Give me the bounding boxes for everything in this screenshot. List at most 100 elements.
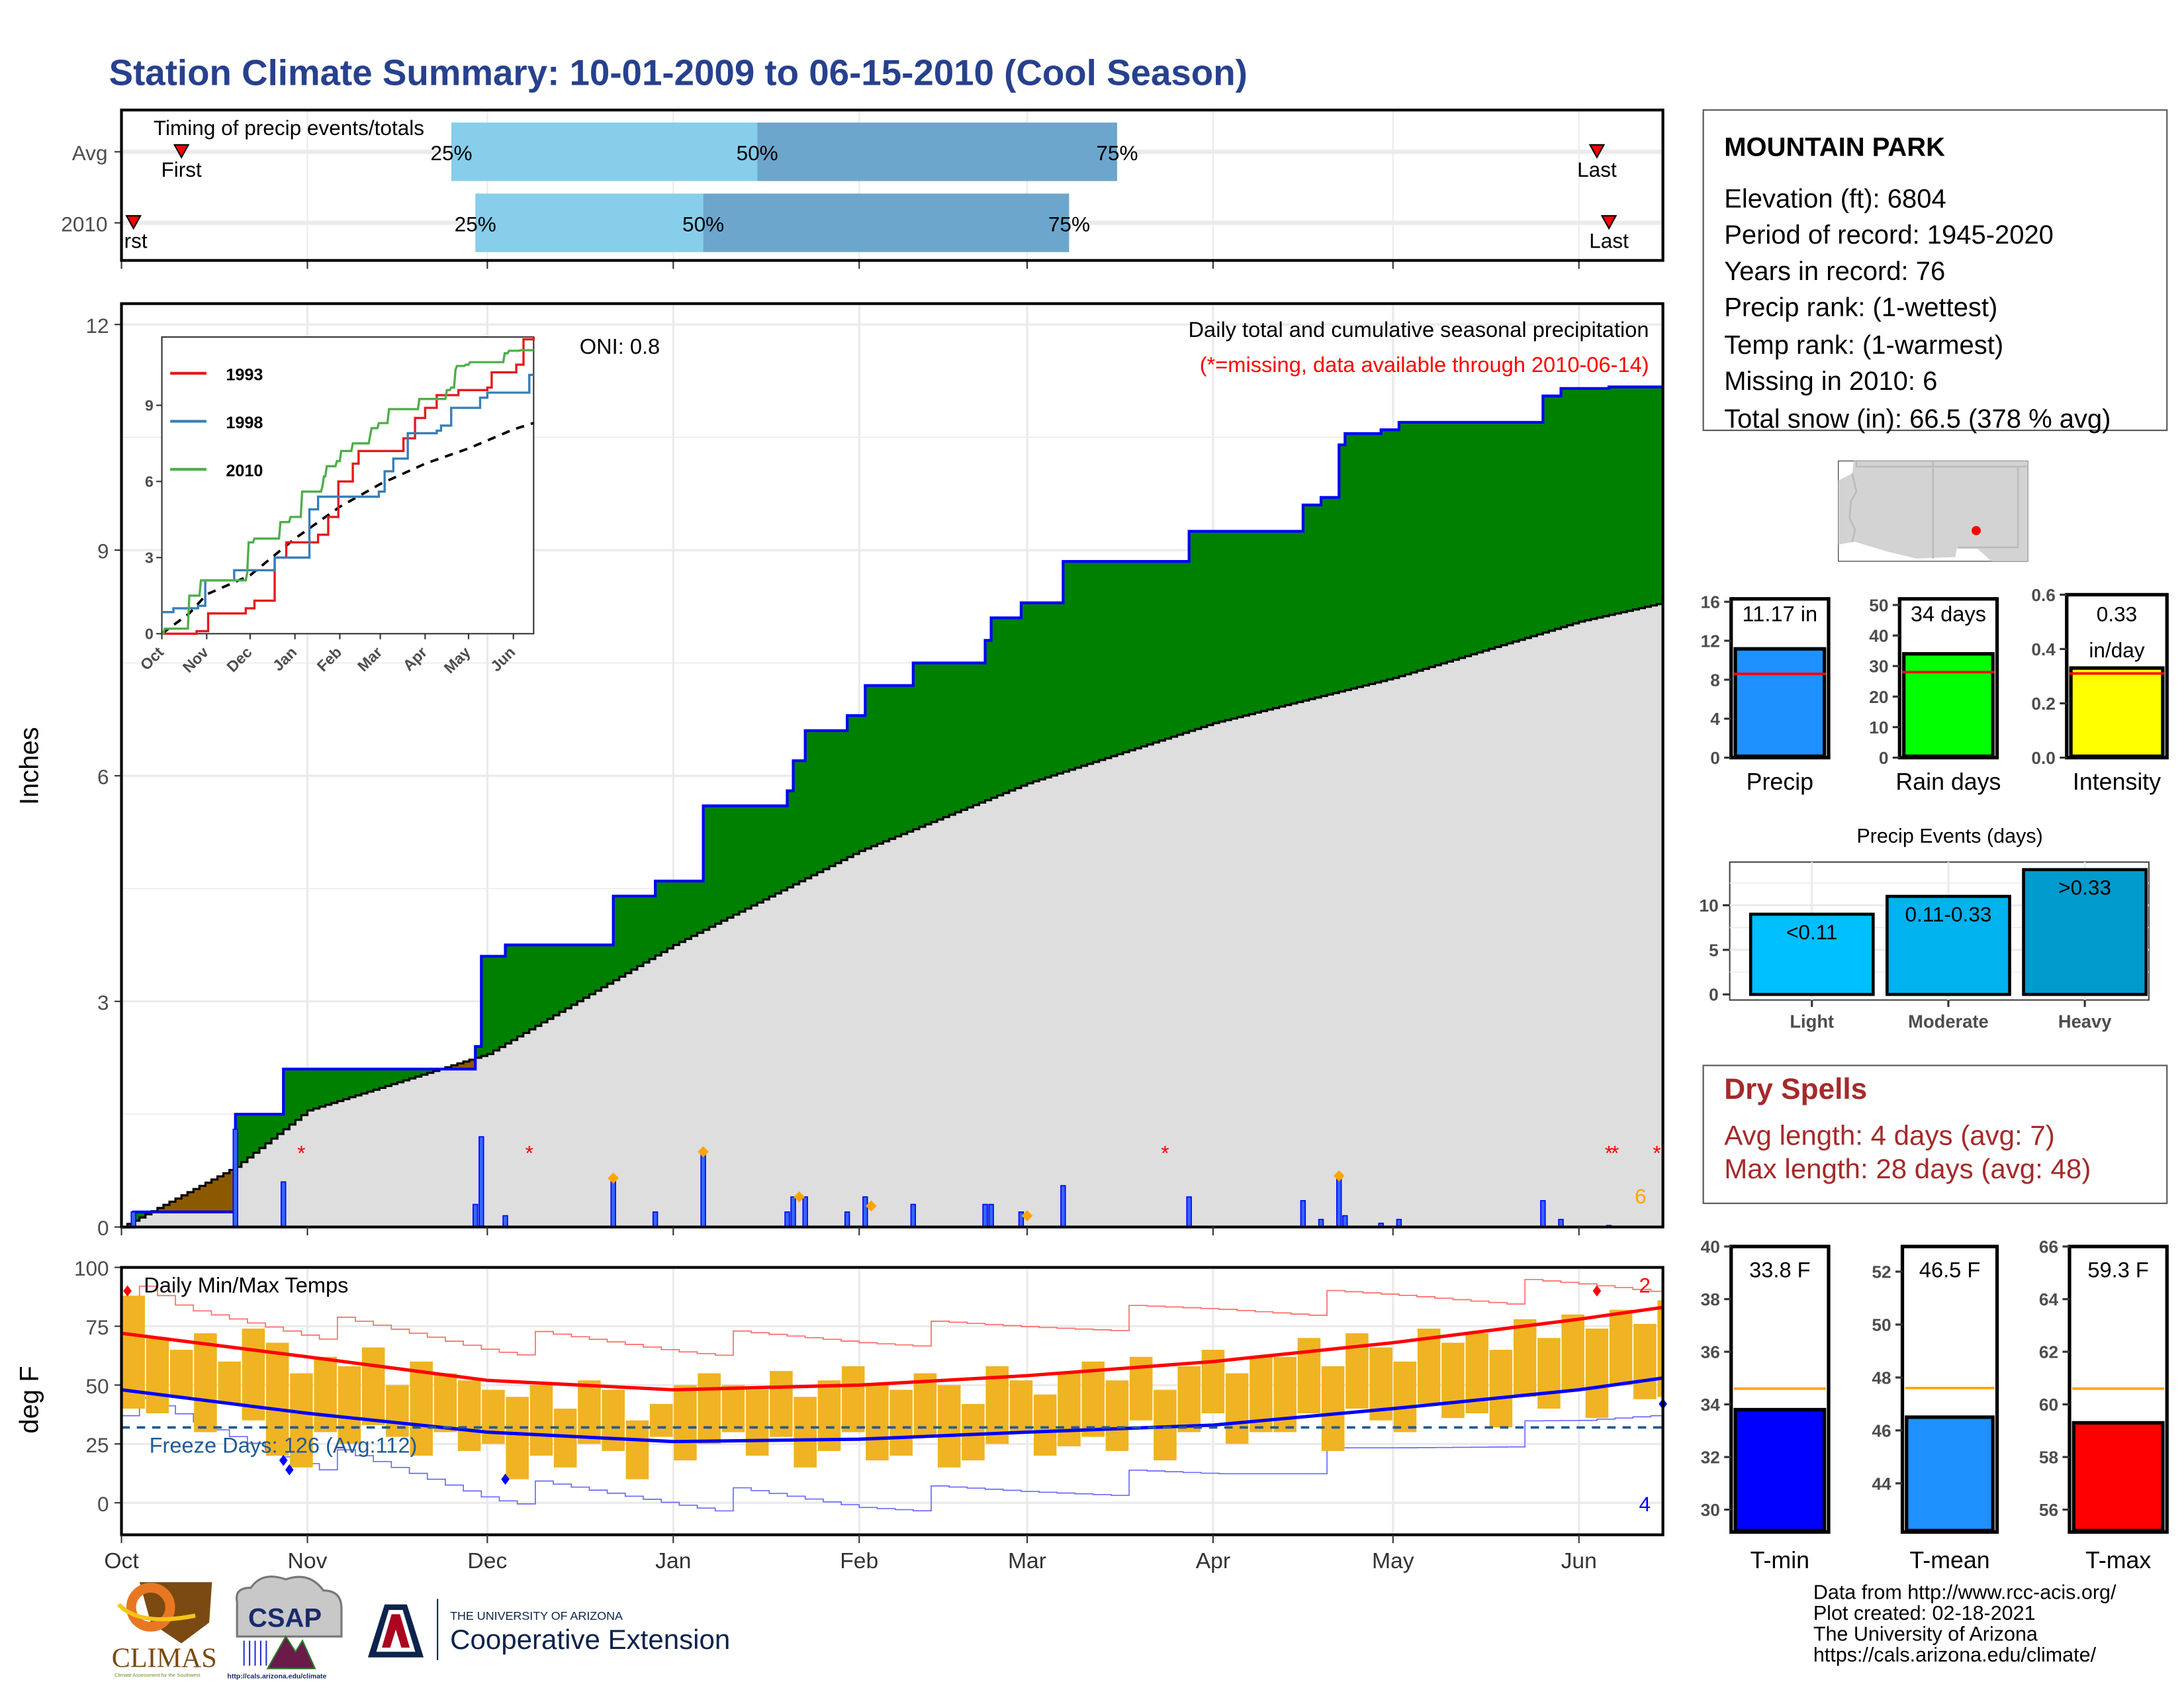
summary-category-label: T-max: [2085, 1547, 2151, 1573]
temperature-panel: Freeze Days: 126 (Avg:112) Daily Min/Max …: [15, 1256, 1667, 1536]
summary-value-label: 33.8 F: [1749, 1257, 1810, 1282]
summary-y-tick-label: 12: [1701, 631, 1720, 651]
summary-y-tick-label: 0: [1879, 748, 1889, 768]
daily-precip-bar: [1018, 1211, 1024, 1228]
daily-temp-range-bar: [1081, 1361, 1105, 1437]
intensity-summary-chart: 0.0 0.2 0.4 0.6 0.33 in/day Intensity: [2031, 585, 2169, 795]
month-label: Dec: [467, 1549, 507, 1573]
daily-precip-bar: [1060, 1185, 1066, 1228]
cumulative-precip-line: [121, 385, 1663, 1229]
t-mean-value-bar: [1905, 1415, 1995, 1532]
footer-line: Data from http://www.rcc-acis.org/: [1813, 1581, 2116, 1603]
station-line: Temp rank: (1-warmest): [1724, 330, 2003, 359]
rain-days-summary-chart: 0 10 20 30 40 50 34 days Rain days: [1869, 595, 2001, 795]
precip-events-bar-label: >0.33: [2058, 876, 2111, 900]
summary-y-tick-label: 58: [2039, 1448, 2058, 1468]
daily-temp-range-bar: [529, 1385, 553, 1456]
daily-temp-range-bar: [1177, 1366, 1201, 1432]
daily-temp-range-bar: [410, 1361, 433, 1456]
summary-value-unit: in/day: [2089, 638, 2144, 662]
timing-bar-q50-q75: [757, 122, 1117, 181]
normal-max-line: [121, 1305, 1663, 1392]
daily-temp-range-bar: [602, 1389, 625, 1451]
t-min-summary-chart: 30 32 34 36 38 40 33.8 F T-min: [1701, 1237, 1831, 1573]
daily-temp-range-bar: [1321, 1366, 1345, 1451]
missing-data-marker-icon: *: [1605, 1141, 1613, 1165]
daily-temp-range-bar: [482, 1389, 505, 1444]
summary-y-tick-label: 30: [1869, 657, 1888, 677]
missing-data-marker-icon: *: [1611, 1141, 1619, 1165]
inset-frame: [161, 336, 535, 635]
precip-total-summary-chart: 0 4 8 12 16 11.17 in Precip: [1701, 592, 1831, 795]
temp-y-tick-label: 0: [97, 1492, 109, 1516]
timing-row-label: Avg: [72, 141, 108, 165]
climas-swoosh: [139, 1582, 212, 1644]
summary-category-label: Precip: [1747, 769, 1813, 795]
precip-events-y-tick-label: 0: [1709, 985, 1719, 1005]
month-label: Jun: [1561, 1549, 1597, 1573]
locator-map: [1838, 460, 2028, 562]
daily-temp-range-bar: [1441, 1342, 1465, 1419]
precip-events-bar-label: <0.11: [1786, 920, 1837, 944]
daily-precip-bar: [790, 1196, 796, 1228]
summary-category-label: Intensity: [2073, 769, 2161, 795]
timing-q75-label: 75%: [1096, 141, 1138, 165]
precip-events-bar: [2022, 868, 2148, 996]
daily-temp-range-bar: [1609, 1309, 1633, 1385]
daily-temp-range-bar: [265, 1342, 289, 1456]
station-line: Total snow (in): 66.5 (378 % avg): [1724, 404, 2111, 434]
daily-precip-bar: [1300, 1199, 1306, 1228]
timing-first-label: First: [161, 158, 203, 181]
daily-temp-range-bar: [361, 1347, 385, 1425]
daily-temp-range-bar: [1105, 1380, 1129, 1451]
timing-bar-q25-q50: [451, 122, 758, 181]
precip-y-axis-title: Inches: [15, 727, 44, 805]
station-box-frame: [1702, 109, 2168, 432]
summary-category-label: T-min: [1751, 1547, 1809, 1573]
precip-missing-note: (*=missing, data available through 2010-…: [1200, 352, 1649, 377]
daily-temp-range-bar: [433, 1373, 457, 1432]
summary-y-tick-label: 38: [1701, 1289, 1720, 1309]
daily-temp-range-bar: [1417, 1329, 1441, 1404]
summary-value-label: 59.3 F: [2087, 1257, 2148, 1282]
state-borders: [1848, 461, 2028, 559]
precip-events-category: Light: [1790, 1011, 1834, 1032]
daily-temp-range-bar: [841, 1366, 865, 1432]
month-label: Mar: [1008, 1549, 1046, 1573]
summary-y-tick-label: 0.4: [2031, 639, 2056, 659]
daily-temp-range-bar: [1033, 1394, 1057, 1456]
missing-data-marker-icon: *: [297, 1141, 305, 1165]
timing-last-label: Last: [1577, 158, 1617, 181]
oni-label: ONI: 0.8: [580, 334, 660, 358]
t-min-value-bar: [1733, 1407, 1827, 1532]
month-label: Feb: [840, 1549, 878, 1573]
daily-temp-range-bar: [1393, 1361, 1417, 1432]
summary-value-label: 34 days: [1911, 601, 1986, 626]
timing-q50-label: 50%: [682, 212, 724, 236]
daily-precip-bar: [610, 1177, 616, 1228]
rain-days-value-bar: [1901, 652, 1995, 759]
timing-first-marker-icon: [125, 215, 142, 230]
temp-y-axis-title: deg F: [15, 1366, 44, 1433]
timing-q25-label: 25%: [430, 141, 472, 165]
daily-temp-range-bar: [146, 1338, 169, 1414]
average-cumulative-area: [121, 602, 1663, 1227]
t-max-summary-chart: 56 58 60 62 64 66 59.3 F T-max: [2039, 1237, 2169, 1573]
mountain-icon: [266, 1635, 316, 1669]
timing-first-label: irst: [120, 229, 148, 253]
csap-wordmark: CSAP: [248, 1603, 322, 1632]
footer-credits: Data from http://www.rcc-acis.org/ Plot …: [1813, 1581, 2116, 1666]
summary-y-tick-label: 0.2: [2031, 694, 2056, 714]
daily-precip-bar: [700, 1151, 706, 1228]
daily-precip-bar: [1342, 1215, 1348, 1228]
daily-temp-range-bar: [745, 1389, 769, 1456]
daily-temp-range-bar: [1009, 1380, 1033, 1432]
summary-y-tick-label: 50: [1869, 595, 1888, 615]
precip-events-bar: [1749, 912, 1875, 996]
daily-precip-bar: [988, 1203, 994, 1228]
daily-temp-range-bar: [866, 1385, 889, 1461]
daily-temp-range-bar: [698, 1373, 721, 1444]
summary-y-tick-label: 10: [1869, 718, 1888, 737]
daily-precip-bar: [982, 1203, 988, 1228]
